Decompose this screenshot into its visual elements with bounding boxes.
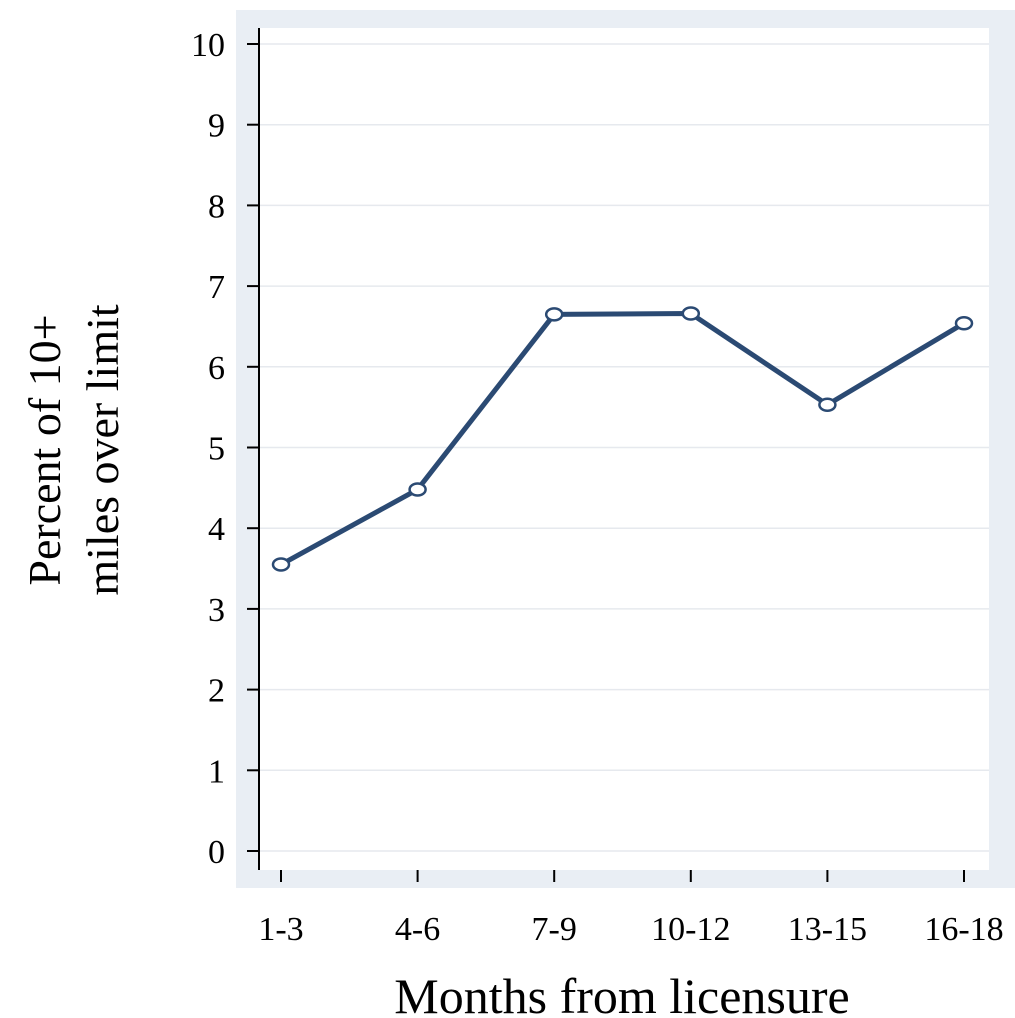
- y-tick-label: 5: [208, 431, 225, 468]
- y-tick-label: 4: [208, 511, 225, 548]
- x-axis-title: Months from licensure: [394, 968, 849, 1018]
- series-line: [278, 311, 967, 568]
- y-axis-title-line-2: miles over limit: [77, 304, 128, 596]
- y-tick-label: 8: [208, 188, 225, 225]
- y-tick-label: 10: [191, 27, 225, 64]
- x-tick-label: 1-3: [258, 911, 303, 948]
- plot-area: [259, 28, 989, 870]
- x-ticks: 1-3 4-6 7-9 10-12 13-15 16-18: [258, 870, 1004, 948]
- x-tick-label: 10-12: [651, 911, 730, 948]
- data-point: [544, 307, 564, 322]
- x-tick-label: 13-15: [788, 911, 867, 948]
- y-tick-label: 3: [208, 592, 225, 629]
- y-tick-label: 6: [208, 350, 225, 387]
- data-point: [954, 315, 974, 331]
- y-tick-label: 0: [208, 834, 225, 871]
- x-tick-label: 16-18: [924, 911, 1003, 948]
- y-tick-label: 1: [208, 753, 225, 790]
- y-tick-label: 9: [208, 108, 225, 145]
- data-point: [681, 306, 701, 321]
- gridlines: [260, 43, 989, 852]
- data-point: [408, 482, 427, 497]
- x-tick-label: 4-6: [395, 911, 440, 948]
- y-tick-label: 7: [208, 269, 225, 306]
- series-line-group: [271, 306, 974, 572]
- x-tick-label: 7-9: [532, 911, 577, 948]
- y-tick-label: 2: [208, 673, 225, 710]
- y-ticks: 0 1 2 3 4 5 6 7 8 9 10: [191, 27, 259, 871]
- data-point: [818, 397, 837, 412]
- y-axis-title-line-1: Percent of 10+: [19, 314, 70, 585]
- data-point: [271, 557, 291, 572]
